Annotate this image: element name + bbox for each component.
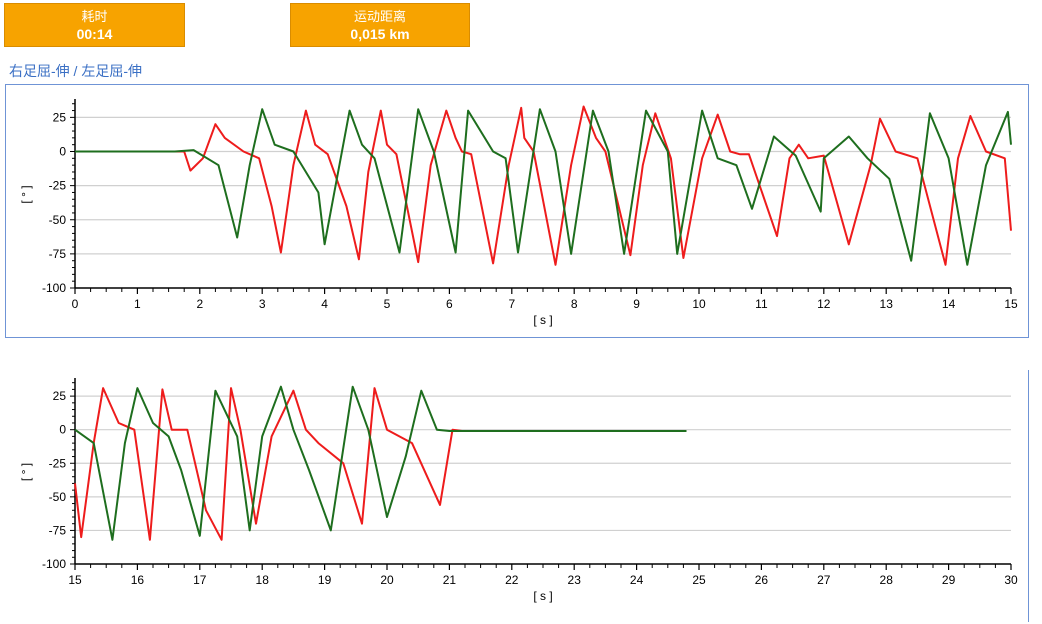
x-tick-label: 8: [571, 297, 578, 311]
x-tick-label: 1: [134, 297, 141, 311]
y-axis-title: [ ° ]: [19, 463, 33, 481]
left-foot-flexion-line: [75, 108, 1012, 266]
elapsed-time-box: 耗时 00:14: [4, 3, 185, 47]
x-tick-label: 30: [1004, 573, 1018, 587]
x-tick-label: 17: [193, 573, 207, 587]
x-tick-label: 20: [380, 573, 394, 587]
x-tick-label: 26: [755, 573, 769, 587]
x-tick-label: 9: [633, 297, 640, 311]
x-tick-label: 5: [384, 297, 391, 311]
x-tick-label: 22: [505, 573, 519, 587]
y-axis-title: [ ° ]: [19, 185, 33, 203]
y-tick-label: 0: [59, 145, 66, 159]
x-tick-label: 29: [942, 573, 956, 587]
x-tick-label: 15: [68, 573, 82, 587]
x-tick-label: 15: [1004, 297, 1018, 311]
x-tick-label: 16: [131, 573, 145, 587]
distance-box: 运动距离 0,015 km: [290, 3, 470, 47]
y-tick-label: -25: [49, 456, 67, 470]
y-tick-label: -100: [42, 557, 66, 571]
x-tick-label: 0: [72, 297, 79, 311]
x-tick-label: 24: [630, 573, 644, 587]
y-tick-label: -75: [49, 523, 67, 537]
x-tick-label: 3: [259, 297, 266, 311]
x-tick-label: 14: [942, 297, 956, 311]
x-tick-label: 6: [446, 297, 453, 311]
y-tick-label: -75: [49, 247, 67, 261]
y-tick-label: -50: [49, 490, 67, 504]
x-tick-label: 12: [817, 297, 831, 311]
x-tick-label: 2: [196, 297, 203, 311]
elapsed-time-label: 耗时: [81, 9, 108, 24]
x-tick-label: 25: [692, 573, 706, 587]
x-tick-label: 10: [692, 297, 706, 311]
x-axis-title: [ s ]: [533, 313, 552, 327]
elapsed-time-value: 00:14: [76, 26, 113, 42]
left-foot-flexion-line: [74, 385, 687, 541]
x-axis-title: [ s ]: [533, 589, 552, 603]
distance-label: 运动距离: [353, 9, 406, 24]
x-tick-label: 19: [318, 573, 332, 587]
chart-panel-2: [5, 370, 1029, 622]
y-tick-label: 0: [59, 423, 66, 437]
section-title: 右足屈-伸 / 左足屈-伸: [9, 63, 142, 79]
x-tick-label: 13: [880, 297, 894, 311]
distance-value: 0,015 km: [350, 26, 410, 42]
y-tick-label: 25: [53, 110, 67, 124]
x-tick-label: 21: [443, 573, 457, 587]
x-tick-label: 4: [321, 297, 328, 311]
y-tick-label: -25: [49, 179, 67, 193]
x-tick-label: 27: [817, 573, 831, 587]
x-tick-label: 7: [508, 297, 515, 311]
right-foot-flexion-line: [74, 387, 687, 541]
y-tick-label: 25: [53, 389, 67, 403]
x-tick-label: 28: [880, 573, 894, 587]
chart-panel-1: [5, 84, 1029, 338]
y-tick-label: -100: [42, 281, 66, 295]
x-tick-label: 11: [755, 297, 768, 311]
x-tick-label: 23: [568, 573, 582, 587]
y-tick-label: -50: [49, 213, 67, 227]
x-tick-label: 18: [256, 573, 270, 587]
